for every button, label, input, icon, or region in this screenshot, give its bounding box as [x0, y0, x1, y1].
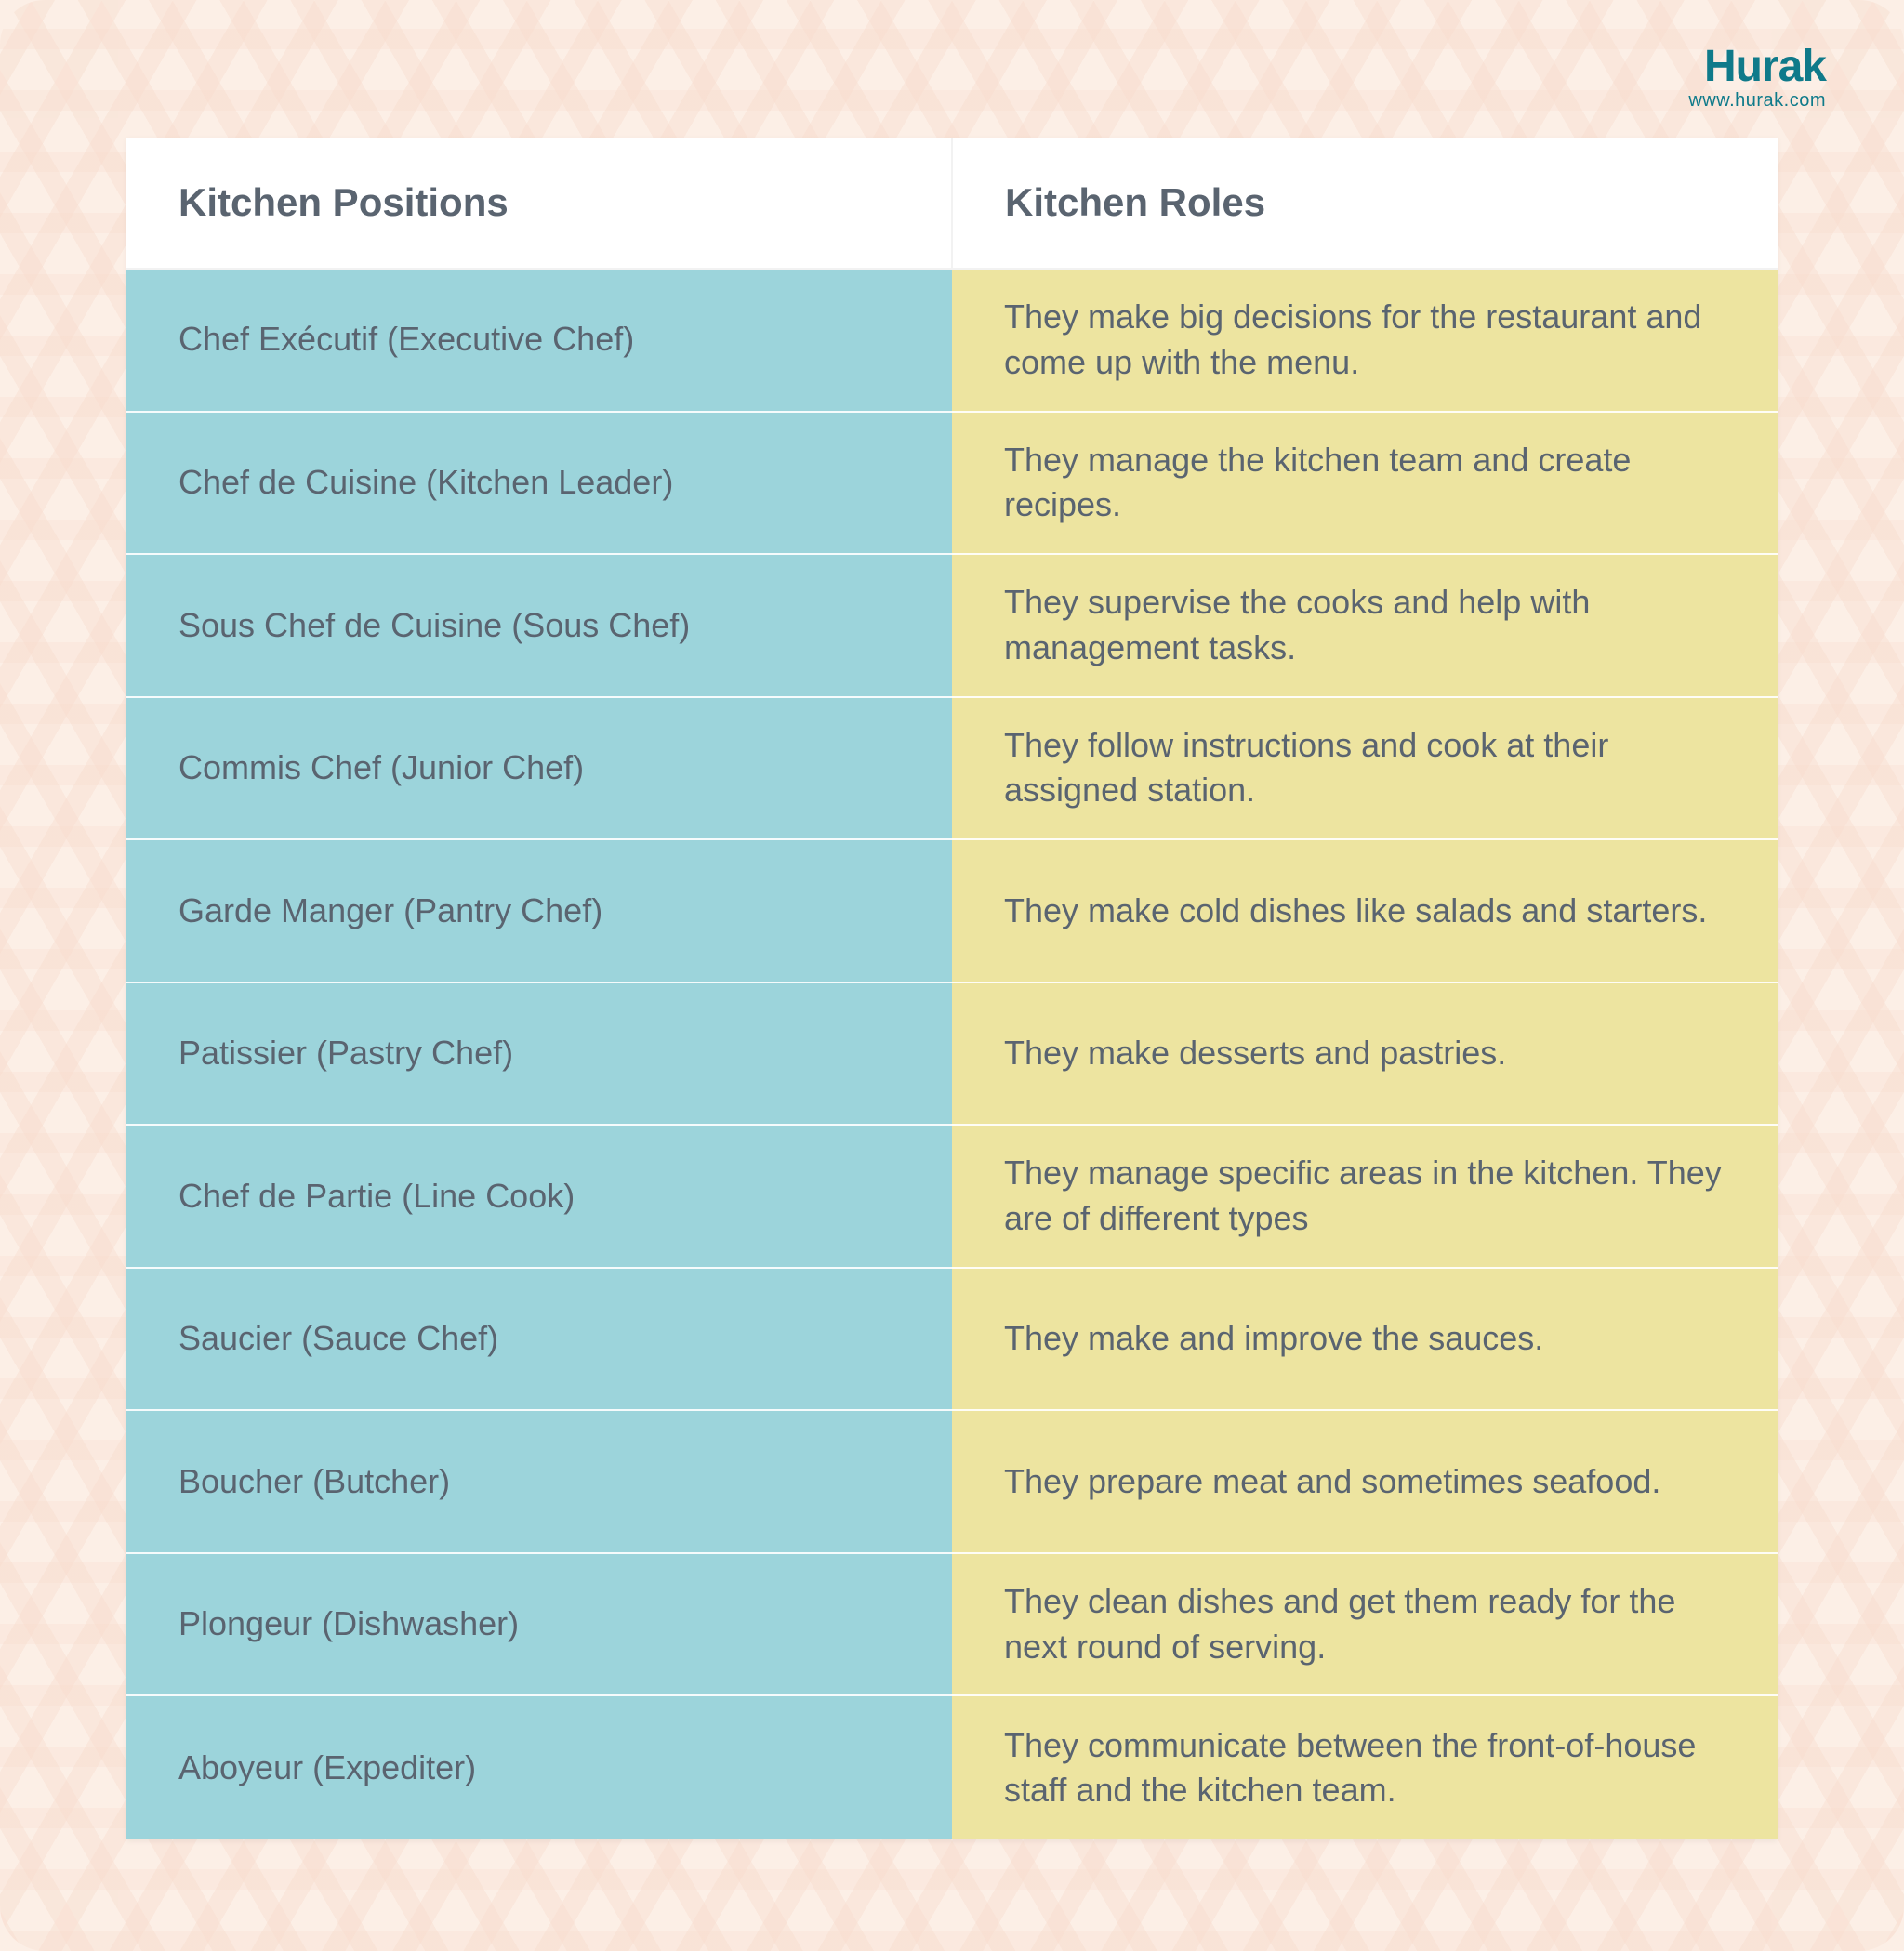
- role-cell: They manage the kitchen team and create …: [952, 413, 1778, 556]
- table-row: Saucier (Sauce Chef)They make and improv…: [126, 1269, 1778, 1412]
- table-row: Chef de Cuisine (Kitchen Leader)They man…: [126, 413, 1778, 556]
- position-cell: Saucier (Sauce Chef): [126, 1269, 952, 1412]
- table-row: Sous Chef de Cuisine (Sous Chef)They sup…: [126, 555, 1778, 698]
- role-cell: They make and improve the sauces.: [952, 1269, 1778, 1412]
- brand-url: www.hurak.com: [1688, 91, 1826, 110]
- table-row: Chef de Partie (Line Cook)They manage sp…: [126, 1126, 1778, 1269]
- infographic-canvas: Hurak www.hurak.com Kitchen Positions Ki…: [0, 0, 1904, 1951]
- position-cell: Commis Chef (Junior Chef): [126, 698, 952, 841]
- column-header-roles: Kitchen Roles: [953, 138, 1778, 268]
- role-cell: They make cold dishes like salads and st…: [952, 840, 1778, 983]
- brand-name: Hurak: [1688, 45, 1826, 89]
- position-cell: Boucher (Butcher): [126, 1411, 952, 1554]
- position-cell: Aboyeur (Expediter): [126, 1696, 952, 1839]
- table-row: Garde Manger (Pantry Chef)They make cold…: [126, 840, 1778, 983]
- table-body: Chef Exécutif (Executive Chef)They make …: [126, 270, 1778, 1839]
- position-cell: Garde Manger (Pantry Chef): [126, 840, 952, 983]
- position-cell: Chef de Partie (Line Cook): [126, 1126, 952, 1269]
- table-row: Boucher (Butcher)They prepare meat and s…: [126, 1411, 1778, 1554]
- role-cell: They communicate between the front-of-ho…: [952, 1696, 1778, 1839]
- role-cell: They make big decisions for the restaura…: [952, 270, 1778, 413]
- position-cell: Patissier (Pastry Chef): [126, 983, 952, 1127]
- table-row: Aboyeur (Expediter)They communicate betw…: [126, 1696, 1778, 1839]
- position-cell: Plongeur (Dishwasher): [126, 1554, 952, 1697]
- role-cell: They manage specific areas in the kitche…: [952, 1126, 1778, 1269]
- role-cell: They clean dishes and get them ready for…: [952, 1554, 1778, 1697]
- role-cell: They prepare meat and sometimes seafood.: [952, 1411, 1778, 1554]
- column-header-positions: Kitchen Positions: [126, 138, 953, 268]
- table-row: Plongeur (Dishwasher)They clean dishes a…: [126, 1554, 1778, 1697]
- role-cell: They follow instructions and cook at the…: [952, 698, 1778, 841]
- table-header-row: Kitchen Positions Kitchen Roles: [126, 138, 1778, 270]
- position-cell: Chef de Cuisine (Kitchen Leader): [126, 413, 952, 556]
- role-cell: They supervise the cooks and help with m…: [952, 555, 1778, 698]
- kitchen-table: Kitchen Positions Kitchen Roles Chef Exé…: [126, 138, 1778, 1839]
- brand-logo: Hurak www.hurak.com: [1688, 45, 1826, 110]
- table-row: Chef Exécutif (Executive Chef)They make …: [126, 270, 1778, 413]
- table-row: Commis Chef (Junior Chef)They follow ins…: [126, 698, 1778, 841]
- table-row: Patissier (Pastry Chef)They make dessert…: [126, 983, 1778, 1127]
- position-cell: Chef Exécutif (Executive Chef): [126, 270, 952, 413]
- role-cell: They make desserts and pastries.: [952, 983, 1778, 1127]
- position-cell: Sous Chef de Cuisine (Sous Chef): [126, 555, 952, 698]
